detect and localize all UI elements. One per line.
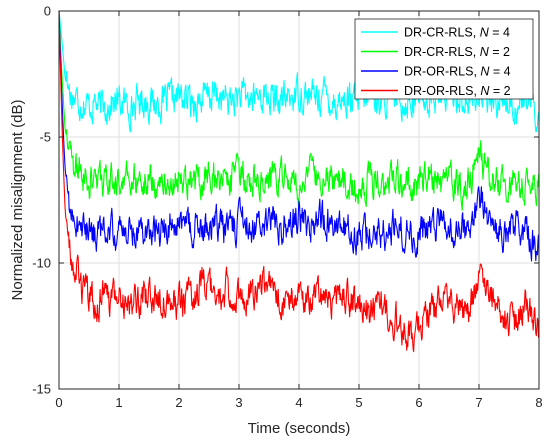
x-tick-label: 2 — [175, 395, 182, 410]
series-layer — [58, 11, 540, 353]
y-tick-label: -5 — [39, 130, 51, 145]
x-tick-label: 8 — [535, 395, 542, 410]
grid-y — [59, 136, 539, 264]
legend-label-2: DR-CR-RLS, N = 2 — [404, 45, 510, 59]
x-tick-label: 4 — [295, 395, 302, 410]
series-line-3 — [58, 11, 540, 262]
x-tick-label: 3 — [235, 395, 242, 410]
legend: DR-CR-RLS, N = 4 DR-CR-RLS, N = 2 DR-OR-RL… — [354, 18, 534, 100]
x-axis-ticks: 0 1 2 3 4 5 6 7 8 — [55, 11, 543, 410]
series-line-4 — [58, 11, 540, 353]
legend-label-1: DR-CR-RLS, N = 4 — [404, 26, 510, 40]
x-tick-label: 1 — [115, 395, 122, 410]
x-tick-label: 0 — [55, 395, 62, 410]
y-axis-label: Normalized misalignment (dB) — [9, 100, 26, 301]
y-tick-label: -15 — [32, 382, 51, 397]
y-tick-label: 0 — [44, 4, 51, 19]
x-tick-label: 7 — [475, 395, 482, 410]
legend-label-4: DR-OR-RLS, N = 2 — [404, 84, 511, 98]
series-line-1 — [58, 11, 540, 133]
x-tick-label: 5 — [355, 395, 362, 410]
x-tick-label: 6 — [415, 395, 422, 410]
x-axis-label: Time (seconds) — [248, 420, 351, 437]
y-axis-ticks: 0 -5 -10 -15 — [32, 4, 539, 397]
y-tick-label: -10 — [32, 256, 51, 271]
series-line-2 — [58, 11, 540, 211]
legend-label-3: DR-OR-RLS, N = 4 — [404, 65, 511, 79]
